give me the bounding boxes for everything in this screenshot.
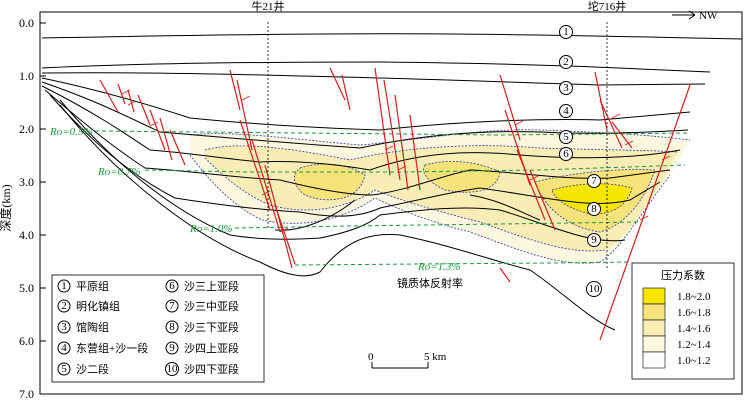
pressure-legend-item: 1.0~1.2 bbox=[677, 355, 710, 367]
svg-text:8: 8 bbox=[591, 203, 597, 215]
well-tuo716-label: 坨716井 bbox=[588, 0, 627, 13]
ro-label: Ro=0.5% bbox=[49, 126, 93, 138]
strata-legend-item: 东营组+沙一段 bbox=[76, 341, 148, 355]
depth-tick-label: 4.0 bbox=[19, 228, 34, 242]
unit-markers: 1 2 3 4 5 6 7 8 9 10 bbox=[559, 25, 602, 297]
strata-legend-item: 沙三中亚段 bbox=[184, 299, 239, 313]
svg-text:5: 5 bbox=[563, 131, 569, 143]
scale-end-label: 5 km bbox=[424, 351, 447, 363]
pressure-legend-title: 压力系数 bbox=[661, 269, 705, 282]
pressure-swatch bbox=[642, 335, 666, 353]
pressure-swatch bbox=[642, 287, 666, 305]
fault-ticks bbox=[121, 89, 671, 233]
strata-legend-item: 平原组 bbox=[76, 279, 109, 293]
pressure-legend-item: 1.4~1.6 bbox=[677, 323, 711, 335]
depth-axis: 0.0 1.0 2.0 3.0 4.0 5.0 6.0 7.0 深度(km) bbox=[0, 16, 46, 401]
faults bbox=[99, 67, 691, 341]
unit-marker bbox=[587, 233, 601, 247]
strata-legend-item: 沙三下亚段 bbox=[184, 320, 239, 334]
strata-legend-item: 沙四下亚段 bbox=[184, 362, 239, 376]
svg-text:10: 10 bbox=[589, 283, 601, 295]
depth-tick-label: 0.0 bbox=[19, 16, 34, 30]
depth-tick-label: 7.0 bbox=[19, 387, 34, 401]
pressure-legend: 压力系数 1.8~2.0 1.6~1.8 1.4~1.6 1.2~1.4 1.0… bbox=[631, 262, 735, 380]
svg-text:10: 10 bbox=[167, 363, 179, 375]
svg-text:5: 5 bbox=[61, 363, 67, 375]
svg-text:4: 4 bbox=[61, 342, 67, 354]
strata-legend: 1 平原组 2 明化镇组 3 馆陶组 4 东营组+沙一段 5 沙二段 6 沙三上… bbox=[51, 274, 265, 383]
strata-legend-item: 明化镇组 bbox=[76, 299, 120, 313]
unit-marker bbox=[559, 104, 573, 118]
ro-label: Ro=1.0% bbox=[189, 223, 233, 235]
ro-label: Ro=1.3% bbox=[417, 261, 461, 273]
plot-frame bbox=[39, 11, 743, 395]
pressure-swatch bbox=[642, 351, 666, 369]
svg-text:3: 3 bbox=[61, 321, 67, 333]
strata-legend-item: 沙三上亚段 bbox=[184, 279, 239, 293]
unit-marker bbox=[587, 174, 601, 188]
unit-marker bbox=[559, 130, 573, 144]
svg-text:6: 6 bbox=[563, 148, 569, 160]
depth-tick-label: 2.0 bbox=[19, 122, 34, 136]
scale-bar: 0 5 km bbox=[368, 351, 447, 369]
direction-label: NW bbox=[699, 10, 718, 22]
ro-lines bbox=[94, 130, 691, 266]
svg-text:8: 8 bbox=[169, 321, 175, 333]
unit-marker bbox=[559, 81, 573, 95]
depth-tick-label: 3.0 bbox=[19, 175, 34, 189]
wells: 牛21井 坨716井 bbox=[252, 0, 627, 270]
depth-axis-label: 深度(km) bbox=[0, 184, 13, 231]
direction-arrow: NW bbox=[672, 10, 718, 22]
well-niu21-label: 牛21井 bbox=[252, 0, 285, 13]
unit-marker bbox=[559, 25, 573, 39]
svg-text:6: 6 bbox=[169, 280, 175, 292]
pressure-legend-item: 1.8~2.0 bbox=[677, 291, 711, 303]
pressure-swatch bbox=[642, 303, 666, 321]
svg-text:1: 1 bbox=[61, 280, 67, 292]
pressure-zone-1-6-1-8-mid bbox=[423, 161, 500, 193]
pressure-zone-1-8-2-0 bbox=[552, 183, 632, 215]
strata-legend-item: 沙二段 bbox=[76, 362, 109, 376]
depth-tick-label: 6.0 bbox=[19, 334, 34, 348]
pressure-zone-1-6-1-8-west bbox=[294, 164, 365, 200]
svg-text:9: 9 bbox=[591, 234, 597, 246]
scale-start-label: 0 bbox=[368, 351, 374, 363]
ro-label: Ro=0.7% bbox=[97, 166, 141, 178]
svg-text:1: 1 bbox=[563, 26, 569, 38]
ro-labels: Ro=0.5% Ro=0.7% Ro=1.0% Ro=1.3% 镜质体反射率 bbox=[49, 126, 463, 290]
svg-text:4: 4 bbox=[563, 105, 569, 117]
strata-legend-item: 沙四上亚段 bbox=[184, 341, 239, 355]
ro-caption: 镜质体反射率 bbox=[397, 276, 463, 290]
svg-text:7: 7 bbox=[169, 300, 175, 312]
svg-text:2: 2 bbox=[563, 56, 569, 68]
svg-text:9: 9 bbox=[169, 342, 175, 354]
unit-marker bbox=[559, 55, 573, 69]
pressure-legend-item: 1.2~1.4 bbox=[677, 339, 711, 351]
pressure-swatch bbox=[642, 319, 666, 337]
svg-text:7: 7 bbox=[591, 175, 597, 187]
strata-legend-item: 馆陶组 bbox=[76, 320, 109, 334]
pressure-legend-item: 1.6~1.8 bbox=[677, 307, 711, 319]
svg-text:3: 3 bbox=[563, 82, 569, 94]
unit-marker bbox=[559, 147, 573, 161]
unit-marker bbox=[586, 281, 602, 297]
depth-tick-label: 5.0 bbox=[19, 281, 34, 295]
unit-marker bbox=[587, 202, 601, 216]
svg-text:2: 2 bbox=[61, 300, 67, 312]
depth-tick-label: 1.0 bbox=[19, 69, 34, 83]
